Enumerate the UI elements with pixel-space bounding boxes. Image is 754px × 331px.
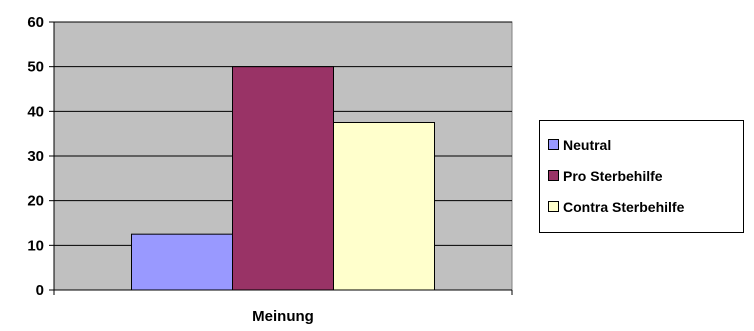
x-axis-ticks: Meinung (53, 290, 513, 325)
bar-contra-sterbehilfe (333, 122, 435, 291)
y-tick-label: 0 (36, 282, 44, 299)
x-category-label: Meinung (252, 308, 314, 325)
legend-swatch-neutral (548, 139, 559, 150)
legend-label-contra-sterbehilfe: Contra Sterbehilfe (563, 198, 685, 215)
legend-swatch-contra-sterbehilfe (548, 201, 559, 212)
legend-item-contra-sterbehilfe: Contra Sterbehilfe (548, 191, 737, 222)
legend-label-neutral: Neutral (563, 136, 612, 153)
legend-item-pro-sterbehilfe: Pro Sterbehilfe (548, 160, 737, 191)
legend-swatch-pro-sterbehilfe (548, 170, 559, 181)
y-tick-label: 10 (27, 237, 44, 254)
legend-label-pro-sterbehilfe: Pro Sterbehilfe (563, 167, 663, 184)
bar-neutral (131, 233, 233, 291)
y-tick-label: 40 (27, 103, 44, 120)
y-axis-ticks: 0 10 20 30 40 50 60 (27, 14, 54, 299)
y-tick-label: 30 (27, 148, 44, 165)
y-tick-label: 20 (27, 193, 44, 210)
legend: Neutral Pro Sterbehilfe Contra Sterbehil… (539, 120, 744, 233)
bars (131, 66, 435, 291)
y-tick-label: 50 (27, 59, 44, 76)
y-tick-label: 60 (27, 14, 44, 31)
legend-item-neutral: Neutral (548, 129, 737, 160)
bar-pro-sterbehilfe (232, 66, 334, 291)
